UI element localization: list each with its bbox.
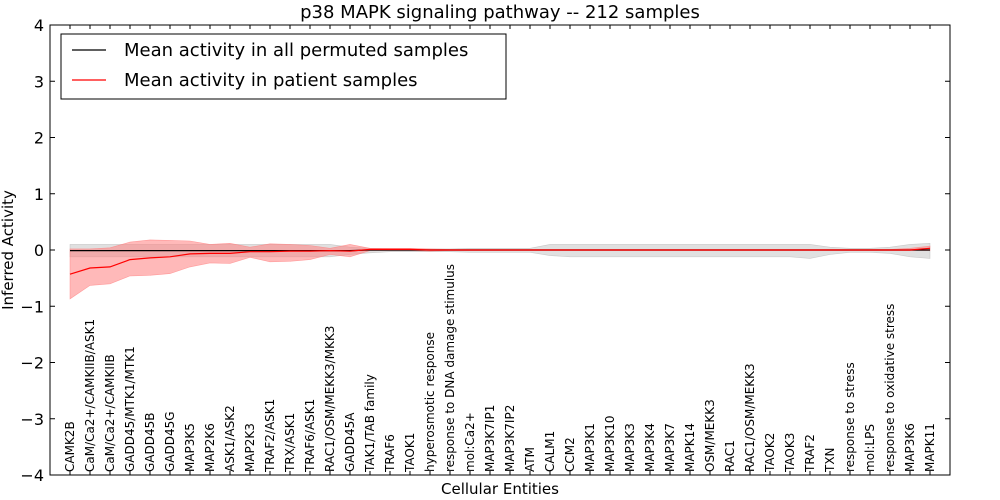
- confidence-bands: [69, 239, 931, 300]
- x-tick-label: TAOK1: [403, 433, 417, 473]
- chart-title: p38 MAPK signaling pathway -- 212 sample…: [300, 2, 700, 23]
- x-tick-label: GADD45B: [143, 413, 157, 473]
- x-tick-label: MAP3K6: [903, 423, 917, 472]
- x-tick-label: ASK1/ASK2: [223, 405, 237, 472]
- y-tick-label: −4: [20, 466, 44, 485]
- x-tick-label: MAP2K6: [203, 423, 217, 472]
- x-tick-label: TAOK2: [763, 433, 777, 473]
- x-tick-label: MAP2K3: [243, 423, 257, 472]
- x-tick-label: RAC1: [723, 440, 737, 472]
- y-tick-label: 4: [34, 16, 44, 35]
- x-tick-label: OSM/MEKK3: [703, 399, 717, 472]
- x-tick-label: TXN: [823, 447, 837, 473]
- x-tick-label: MAP3K4: [643, 423, 657, 472]
- series-lines: [69, 247, 931, 275]
- x-tick-label: CaM/Ca2+/CAMKIIB/ASK1: [83, 319, 97, 472]
- legend-box: [60, 33, 507, 100]
- y-tick-label: −3: [20, 410, 44, 429]
- x-tick-label: MAP3K7IP2: [503, 405, 517, 472]
- x-tick-label: response to stress: [843, 362, 857, 472]
- x-tick-label: MAP3K7IP1: [483, 405, 497, 472]
- x-tick-label: TRAF2/ASK1: [263, 399, 277, 473]
- x-tick-label: TRX/ASK1: [283, 413, 297, 473]
- x-tick-label: RAC1/OSM/MEKK3: [743, 363, 757, 472]
- x-tick-label: response to DNA damage stimulus: [443, 264, 457, 472]
- x-tick-label: CALM1: [543, 431, 557, 472]
- x-tick-label: GADD45/MTK1/MTK1: [123, 346, 137, 472]
- y-tick-label: 3: [34, 72, 44, 91]
- x-tick-label: MAP3K10: [603, 415, 617, 472]
- y-tick-label: −1: [20, 297, 44, 316]
- x-tick-label: mol:Ca2+: [463, 412, 477, 472]
- x-axis: CAMK2B CaM/Ca2+/CAMKIIB/ASK1 CaM/Ca2+/CAMK…: [63, 25, 937, 475]
- x-tick-label: TRAF2: [803, 434, 817, 473]
- x-axis-label: Cellular Entities: [441, 480, 559, 498]
- x-tick-label: TRAF6: [383, 434, 397, 473]
- y-tick-label: −2: [20, 354, 44, 373]
- y-tick-label: 1: [34, 185, 44, 204]
- x-tick-label: RAC1/OSM/MEKK3/MKK3: [323, 326, 337, 472]
- x-tick-label: TAOK3: [783, 433, 797, 473]
- x-tick-label: response to oxidative stress: [883, 304, 897, 472]
- x-tick-label: MAP3K1: [583, 423, 597, 472]
- legend-label: Mean activity in patient samples: [124, 70, 418, 91]
- x-tick-label: MAPK11: [923, 423, 937, 472]
- x-tick-label: MAPK14: [683, 423, 697, 472]
- legend: Mean activity in all permuted samples Mea…: [60, 33, 507, 100]
- y-axis: −4 −3 −2 −1 0 1 2 3 4: [20, 16, 950, 485]
- x-tick-label: mol:LPS: [863, 424, 877, 472]
- x-tick-label: GADD45G: [163, 411, 177, 472]
- x-tick-label: CaM/Ca2+/CAMKIIB: [103, 354, 117, 472]
- x-tick-label: MAP3K5: [183, 423, 197, 472]
- y-tick-label: 0: [34, 241, 44, 260]
- x-tick-label: ATM: [523, 447, 537, 472]
- series-line-patient: [69, 247, 931, 275]
- x-tick-label: MAP3K7: [663, 423, 677, 472]
- x-tick-label: TAK1/TAB family: [363, 374, 377, 473]
- x-tick-label: TRAF6/ASK1: [303, 399, 317, 473]
- y-tick-label: 2: [34, 129, 44, 148]
- y-axis-label: Inferred Activity: [0, 190, 17, 310]
- x-tick-label: CCM2: [563, 437, 577, 472]
- x-tick-label: MAP3K3: [623, 423, 637, 472]
- x-tick-label: CAMK2B: [63, 421, 77, 472]
- legend-label: Mean activity in all permuted samples: [124, 40, 468, 61]
- x-tick-label: GADD45A: [343, 412, 357, 472]
- x-tick-label: hyperosmotic response: [423, 332, 437, 472]
